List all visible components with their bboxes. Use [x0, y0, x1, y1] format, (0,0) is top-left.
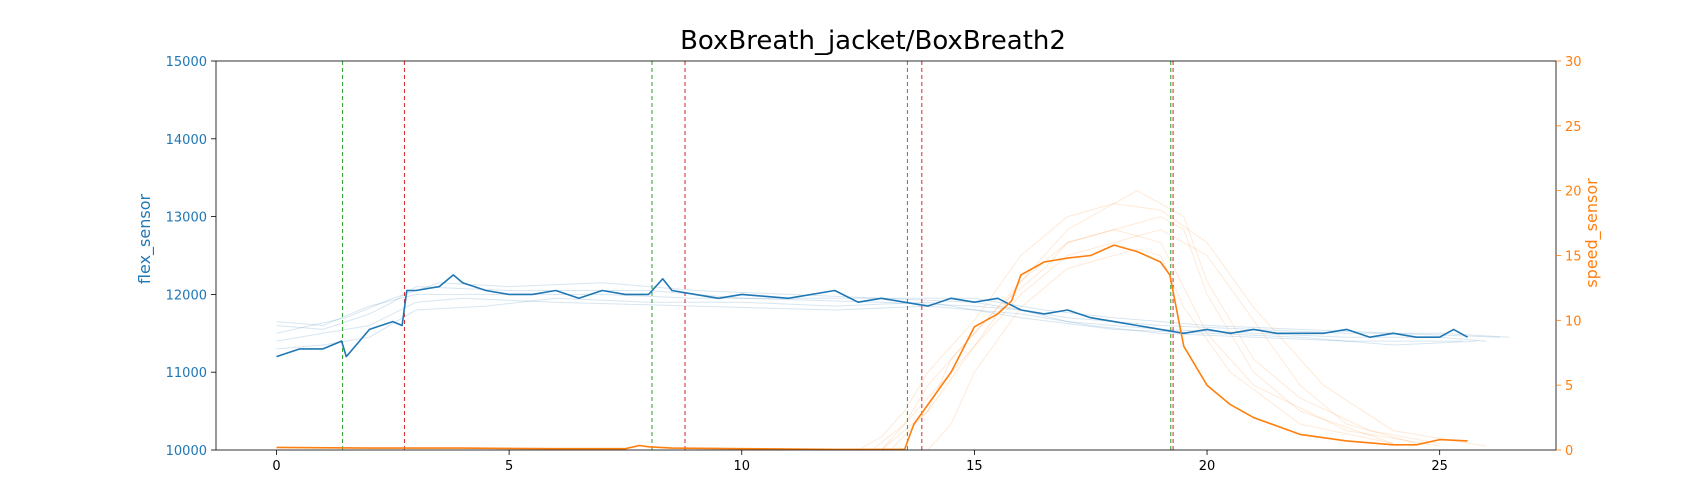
x-tick-label: 25: [1431, 459, 1448, 474]
y-axis-left-label: flex_sensor: [135, 194, 155, 285]
chart-title: BoxBreath_jacket/BoxBreath2: [680, 26, 1066, 56]
y-left-tick-label: 13000: [166, 211, 207, 226]
y-right-tick-label: 30: [1565, 55, 1582, 70]
bg-speed-trace-1: [880, 216, 1394, 451]
y-left-tick-label: 10000: [166, 444, 207, 459]
bg-flex-trace-1: [276, 297, 1463, 342]
bg-speed-trace-5: [880, 203, 1487, 451]
background-traces: [276, 190, 1510, 451]
bg-speed-trace-2: [871, 229, 1417, 451]
x-tick-label: 15: [966, 459, 983, 474]
y-left-tick-label: 14000: [166, 133, 207, 148]
x-tick-label: 0: [272, 459, 280, 474]
x-tick-label: 5: [505, 459, 513, 474]
y-right-tick-label: 10: [1565, 314, 1582, 329]
y-right-tick-label: 15: [1565, 250, 1582, 265]
bg-speed-trace-4: [927, 248, 1394, 451]
y-left-tick-label: 11000: [166, 366, 207, 381]
y-axis-right-label: speed_sensor: [1582, 178, 1602, 288]
data-series: [276, 244, 1468, 451]
bg-flex-trace-3: [276, 297, 1477, 350]
bg-flex-trace-4: [276, 293, 1510, 338]
bg-speed-trace-3: [890, 229, 1440, 451]
bg-flex-trace-2: [276, 282, 1501, 338]
axes: 0 5 10 15 20 25 10000 11000 12000 13000 14000 15000…: [166, 55, 1582, 474]
y-right-tick-label: 0: [1565, 444, 1573, 459]
y-left-tick-label: 12000: [166, 288, 207, 303]
y-right-tick-label: 5: [1565, 379, 1573, 394]
bg-flex-trace-0: [276, 286, 1487, 342]
bg-speed-trace-0: [857, 190, 1440, 451]
plot-frame: [215, 60, 1557, 451]
x-tick-label: 10: [733, 459, 750, 474]
flex-sensor-line: [276, 274, 1468, 358]
speed-sensor-line: [276, 244, 1468, 451]
y-left-tick-label: 15000: [166, 55, 207, 70]
event-markers: [342, 61, 1174, 450]
y-right-tick-label: 20: [1565, 185, 1582, 200]
y-right-tick-label: 25: [1565, 120, 1582, 135]
x-tick-label: 20: [1199, 459, 1216, 474]
